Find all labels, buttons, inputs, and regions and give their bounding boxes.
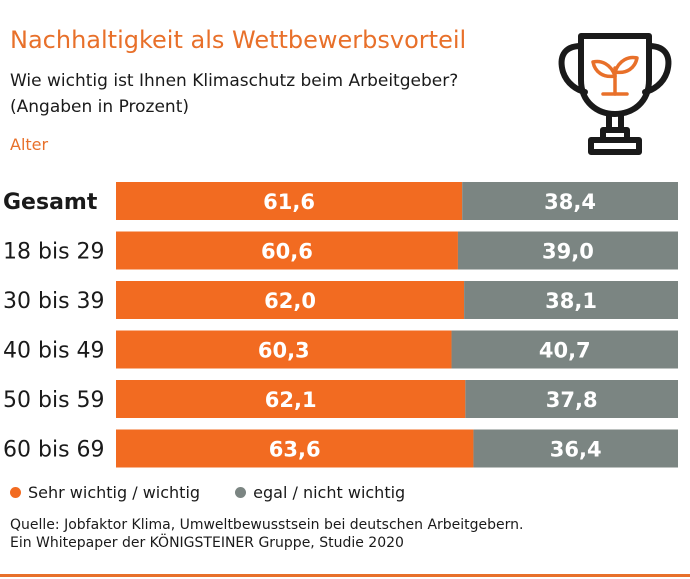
- stacked-bar-chart: Gesamt 61,6 38,4 18 bis 29 60,6 39,0 30 bis 39…: [3, 182, 678, 468]
- category-label: 50 bis 59: [3, 388, 105, 413]
- subtitle-unit: (Angaben in Prozent): [10, 97, 189, 117]
- bar-segment-egal: [462, 182, 678, 220]
- bar-segment-egal: [457, 231, 678, 270]
- bar-segment-egal: [451, 330, 678, 369]
- bars-layer: Gesamt 61,6 38,4 18 bis 29 60,6 39,0 30 bis 39…: [3, 182, 678, 468]
- data-label: 63,6: [269, 438, 321, 462]
- data-label: 36,4: [550, 438, 602, 462]
- data-label: 37,8: [546, 388, 598, 412]
- data-label: 39,0: [542, 240, 594, 264]
- category-label: 60 bis 69: [3, 438, 105, 463]
- bar-segment-sehr-wichtig: [116, 429, 474, 468]
- legend-item-egal: egal / nicht wichtig: [235, 483, 405, 502]
- bar-segment-sehr-wichtig: [116, 281, 465, 319]
- data-label: 38,1: [545, 289, 597, 313]
- data-label: 60,6: [261, 240, 313, 264]
- bar-segment-egal: [465, 380, 678, 418]
- category-label: Gesamt: [3, 190, 98, 215]
- data-label: 61,6: [263, 190, 315, 214]
- category-label: 18 bis 29: [3, 240, 105, 265]
- legend-swatch-orange: [10, 487, 21, 498]
- chart-legend: Sehr wichtig / wichtig egal / nicht wich…: [10, 483, 435, 502]
- bar-segment-sehr-wichtig: [116, 380, 466, 418]
- legend-label-sehr-wichtig: Sehr wichtig / wichtig: [28, 483, 201, 502]
- category-axis-label: Alter: [10, 135, 49, 154]
- data-label: 62,0: [264, 289, 316, 313]
- source-line-2: Ein Whitepaper der KÖNIGSTEINER Gruppe, …: [10, 535, 404, 551]
- chart-subtitle: Wie wichtig ist Ihnen Klimaschutz beim A…: [10, 68, 458, 120]
- source-note: Quelle: Jobfaktor Klima, Umweltbewusstse…: [10, 516, 524, 552]
- bar-segment-sehr-wichtig: [116, 231, 458, 270]
- category-label: 40 bis 49: [3, 339, 105, 364]
- legend-swatch-gray: [235, 487, 247, 498]
- legend-label-egal: egal / nicht wichtig: [253, 483, 406, 502]
- bar-segment-sehr-wichtig: [116, 330, 452, 369]
- subtitle-question: Wie wichtig ist Ihnen Klimaschutz beim A…: [10, 71, 459, 91]
- trophy-sprout-icon: [558, 33, 672, 155]
- data-label: 40,7: [539, 339, 591, 363]
- legend-item-sehr-wichtig: Sehr wichtig / wichtig: [10, 483, 200, 502]
- chart-title: Nachhaltigkeit als Wettbewerbsvorteil: [10, 26, 467, 54]
- bar-segment-sehr-wichtig: [116, 182, 463, 220]
- data-label: 38,4: [544, 190, 596, 214]
- bar-segment-egal: [473, 429, 678, 468]
- data-label: 60,3: [258, 339, 310, 363]
- source-line-1: Quelle: Jobfaktor Klima, Umweltbewusstse…: [10, 517, 524, 533]
- category-label: 30 bis 39: [3, 289, 105, 314]
- bottom-rule: [0, 574, 690, 577]
- bar-segment-egal: [464, 281, 678, 319]
- data-label: 62,1: [265, 388, 317, 412]
